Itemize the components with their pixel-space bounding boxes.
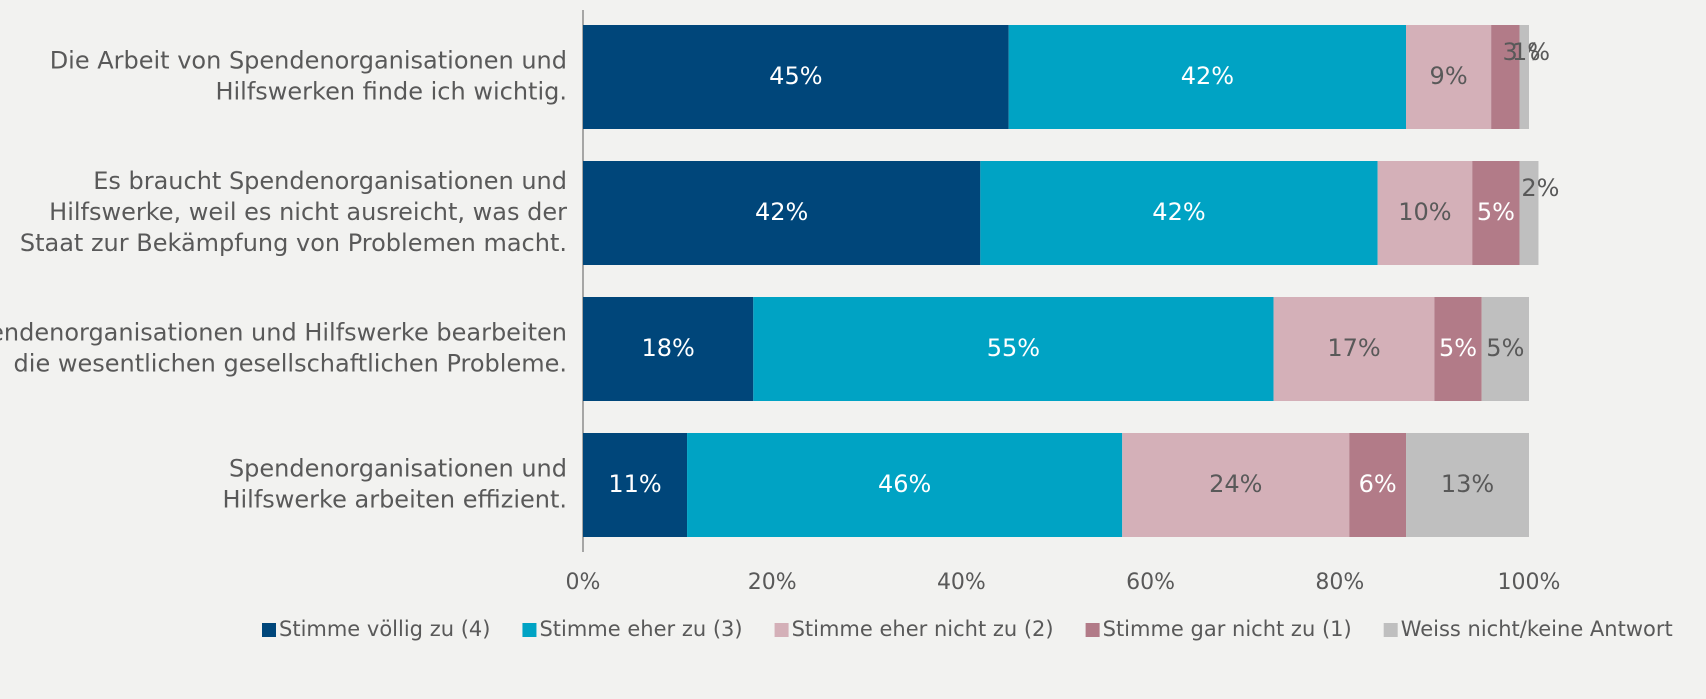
x-tick-label: 60% (1126, 570, 1175, 595)
bar-segment (1273, 297, 1435, 401)
value-label: 2% (1521, 174, 1559, 202)
bar-segment (1406, 433, 1529, 537)
value-label: 9% (1430, 62, 1468, 90)
x-tick-label: 100% (1498, 570, 1561, 595)
category-label: Spendenorganisationen und Hilfswerke bea… (0, 319, 567, 378)
bar-segment (1008, 25, 1407, 129)
legend-label: Stimme völlig zu (4) (279, 617, 490, 641)
value-label: 42% (755, 198, 808, 226)
x-tick-label: 20% (748, 570, 797, 595)
value-label: 55% (987, 334, 1040, 362)
value-label: 10% (1398, 198, 1451, 226)
bar-segment (583, 297, 754, 401)
category-label: Spendenorganisationen und Hilfswerke arbe… (222, 455, 567, 514)
value-label: 5% (1486, 334, 1524, 362)
category-label: Es braucht Spendenorganisationen und Hilf… (20, 167, 567, 257)
value-label: 5% (1439, 334, 1477, 362)
bar-segment (1519, 25, 1529, 129)
value-label: 13% (1441, 470, 1494, 498)
x-tick-label: 0% (566, 570, 601, 595)
legend-swatch (1383, 623, 1398, 637)
bar-segment (583, 161, 981, 265)
bar-segment (1122, 433, 1350, 537)
bar-segment (1349, 433, 1407, 537)
bar-segment (1519, 161, 1539, 265)
value-label: 18% (641, 334, 694, 362)
bar-segment (980, 161, 1378, 265)
value-label: 5% (1477, 198, 1515, 226)
bar-segment (753, 297, 1274, 401)
x-tick-label: 40% (937, 570, 986, 595)
x-tick-label: 80% (1315, 570, 1364, 595)
bar-segment (583, 433, 688, 537)
value-label: 6% (1359, 470, 1397, 498)
value-label: 42% (1181, 62, 1234, 90)
bar-segment (687, 433, 1123, 537)
legend-label: Stimme gar nicht zu (1) (1103, 617, 1352, 641)
bar-segment (583, 25, 1009, 129)
bar-segment (1406, 25, 1492, 129)
legend-label: Weiss nicht/keine Antwort (1401, 617, 1673, 641)
value-label: 42% (1152, 198, 1205, 226)
legend-label: Stimme eher zu (3) (539, 617, 742, 641)
value-label: 17% (1327, 334, 1380, 362)
legend-swatch (1085, 623, 1100, 637)
value-label: 45% (769, 62, 822, 90)
bar-segment (1491, 25, 1520, 129)
bar-segment (1472, 161, 1520, 265)
bar-segment (1434, 297, 1482, 401)
legend-swatch (522, 623, 537, 637)
legend-swatch (262, 623, 276, 637)
category-label: Die Arbeit von Spendenorganisationen und… (50, 47, 567, 106)
legend-label: Stimme eher nicht zu (2) (792, 617, 1054, 641)
legend-swatch (774, 623, 789, 637)
bar-segment (1377, 161, 1473, 265)
value-label: 11% (608, 470, 661, 498)
value-label: 1% (1512, 38, 1550, 66)
bar-segment (1481, 297, 1529, 401)
value-label: 46% (878, 470, 931, 498)
value-label: 24% (1209, 470, 1262, 498)
